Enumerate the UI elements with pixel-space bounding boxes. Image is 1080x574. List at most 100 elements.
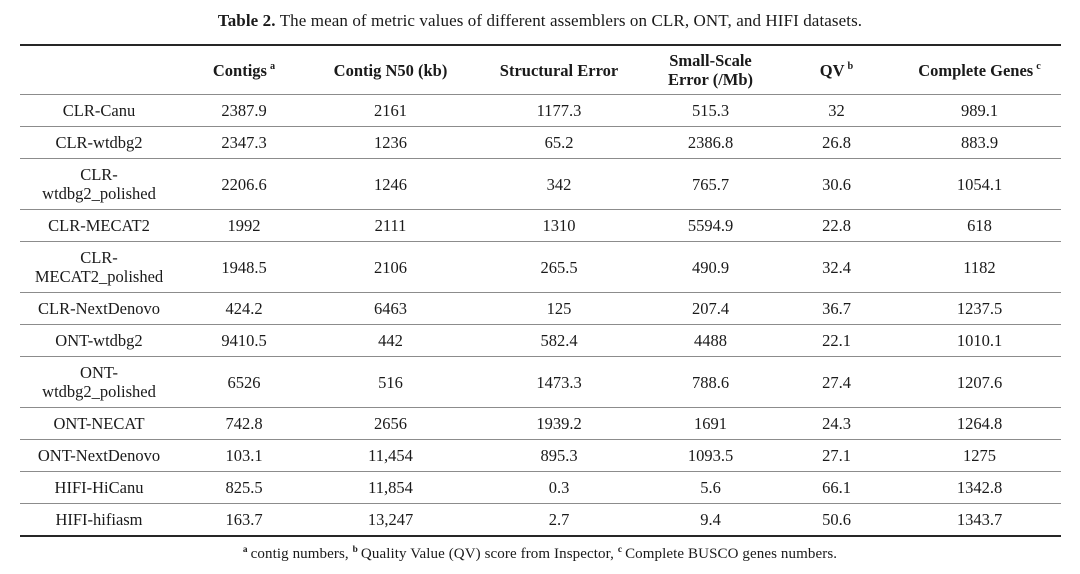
cell-small-scale-error: 1691 [694,414,727,433]
col-header-empty [20,45,179,95]
cell-complete-genes: 1264.8 [956,414,1003,433]
cell-qv: 27.1 [822,446,851,465]
table-row: HIFI-hifiasm 163.7 13,247 2.7 9.4 50.6 1343.7 [20,504,1061,537]
col-header-small-scale-error: Small-Scale Error (/Mb) [647,45,775,95]
cell-small-scale-error: 765.7 [691,174,730,194]
cell-complete-genes: 1237.5 [956,299,1003,318]
cell-qv: 32 [828,101,845,120]
table-row: CLR- wtdbg2_polished 2206.6 1246 342 765.7 30… [19,159,1061,210]
cell-structural-error: 342 [546,174,572,194]
table-body: CLR-Canu 2387.9 2161 1177.3 515.3 32 989.1 CLR-… [19,95,1061,537]
cell-contig-n50: 11,854 [368,478,413,497]
col-header-contig-n50: Contig N50 (kb) [310,45,472,95]
col-header-complete-genes: Complete Genes c [899,45,1061,95]
cell-qv: 22.8 [822,216,851,235]
table-row: CLR-NextDenovo 424.2 6463 125 207.4 36.7 1237.… [19,293,1061,325]
row-label: CLR-Canu [62,101,136,120]
cell-small-scale-error: 1093.5 [687,446,734,465]
col-header-contigs: Contigs a [179,45,310,95]
cell-structural-error: 2.7 [548,510,570,529]
cell-complete-genes: 883.9 [960,133,999,152]
cell-qv: 22.1 [822,331,851,350]
row-label: CLR-MECAT2 [48,216,150,235]
table-row: CLR-MECAT2 1992 2111 1310 5594.9 22.8 618 [19,210,1061,242]
footnote-text-c: Complete BUSCO genes numbers. [625,546,838,562]
cell-qv: 50.6 [822,510,851,529]
table-row: ONT- wtdbg2_polished 6526 516 1473.3 788.6 27… [19,357,1061,408]
cell-contig-n50: 11,454 [368,446,413,465]
row-label: CLR- MECAT2_polished [34,248,164,286]
col-header-text: Contig N50 (kb) [333,60,448,80]
cell-structural-error: 895.3 [540,446,578,465]
row-label: CLR-NextDenovo [38,299,160,318]
table-row: CLR-Canu 2387.9 2161 1177.3 515.3 32 989.1 [19,95,1061,127]
table-row: ONT-NECAT 742.8 2656 1939.2 1691 24.3 1264.8 [19,408,1061,440]
footnote-sup-c: c [617,545,623,555]
col-header-text: Contigs [212,60,267,80]
cell-structural-error: 0.3 [548,478,570,497]
cell-structural-error: 265.5 [540,257,578,277]
cell-contigs: 103.1 [225,446,263,465]
table-row: HIFI-HiCanu 825.5 11,854 0.3 5.6 66.1 1342.8 [19,472,1061,504]
cell-complete-genes: 1010.1 [956,331,1003,350]
col-header-qv: QV b [775,45,899,95]
col-header-text: Structural Error [499,60,619,80]
metrics-table: Contigs a Contig N50 (kb) Structural Erro… [19,44,1061,537]
row-label: HIFI-HiCanu [54,478,144,497]
cell-small-scale-error: 2386.8 [687,133,734,152]
cell-structural-error: 582.4 [540,331,578,350]
cell-small-scale-error: 5594.9 [687,216,734,235]
cell-contig-n50: 2161 [374,101,407,120]
cell-contigs: 2206.6 [221,174,267,194]
table-row: ONT-wtdbg2 9410.5 442 582.4 4488 22.1 1010.1 [19,325,1061,357]
cell-small-scale-error: 490.9 [691,257,730,277]
cell-structural-error: 1939.2 [536,414,582,433]
col-header-text: Small-Scale Error (/Mb) [667,51,754,89]
cell-qv: 32.4 [822,257,851,277]
cell-structural-error: 65.2 [544,133,574,152]
cell-contigs: 742.8 [225,414,263,433]
cell-complete-genes: 1207.6 [956,372,1003,392]
cell-contig-n50: 13,247 [367,510,414,529]
row-label: CLR-wtdbg2 [55,133,143,152]
row-label: CLR- wtdbg2_polished [42,165,156,203]
table-row: CLR-wtdbg2 2347.3 1236 65.2 2386.8 26.8 883.9 [19,127,1061,159]
cell-complete-genes: 1343.7 [956,510,1003,529]
table-header: Contigs a Contig N50 (kb) Structural Erro… [19,45,1061,95]
cell-contigs: 424.2 [225,299,263,318]
table-row: ONT-NextDenovo 103.1 11,454 895.3 1093.5 27.1… [19,440,1061,472]
cell-contigs: 2387.9 [221,101,267,120]
cell-small-scale-error: 207.4 [691,299,730,318]
col-header-text: Complete Genes [918,60,1034,80]
cell-contig-n50: 2106 [374,257,407,277]
cell-small-scale-error: 788.6 [691,372,730,392]
cell-contig-n50: 1246 [374,174,407,194]
cell-contigs: 1948.5 [221,257,267,277]
cell-complete-genes: 1054.1 [956,174,1003,194]
cell-small-scale-error: 5.6 [700,478,721,497]
row-label: HIFI-hifiasm [55,510,143,529]
cell-contig-n50: 6463 [374,299,407,318]
row-label: ONT-NextDenovo [37,446,161,465]
cell-qv: 27.4 [822,372,851,392]
table-caption: Table 2. The mean of metric values of di… [0,10,1080,32]
table-footnote: a contig numbers, b Quality Value (QV) sco… [0,544,1080,564]
caption-text: The mean of metric values of different a… [279,11,863,30]
cell-contig-n50: 516 [378,372,403,392]
cell-qv: 26.8 [822,133,851,152]
col-header-text: QV [819,60,845,80]
cell-qv: 66.1 [822,478,851,497]
col-header-sup: a [269,61,276,72]
col-header-structural-error: Structural Error [472,45,647,95]
cell-qv: 24.3 [822,414,851,433]
cell-contigs: 2347.3 [221,133,267,152]
cell-contigs: 1992 [227,216,261,235]
cell-small-scale-error: 515.3 [691,101,730,120]
caption-label: Table 2. [217,11,276,30]
cell-complete-genes: 1275 [963,446,996,465]
cell-qv: 36.7 [822,299,851,318]
footnote-text-a: contig numbers, [250,546,353,562]
cell-qv: 30.6 [822,174,851,194]
footnote-sup-b: b [352,545,358,555]
